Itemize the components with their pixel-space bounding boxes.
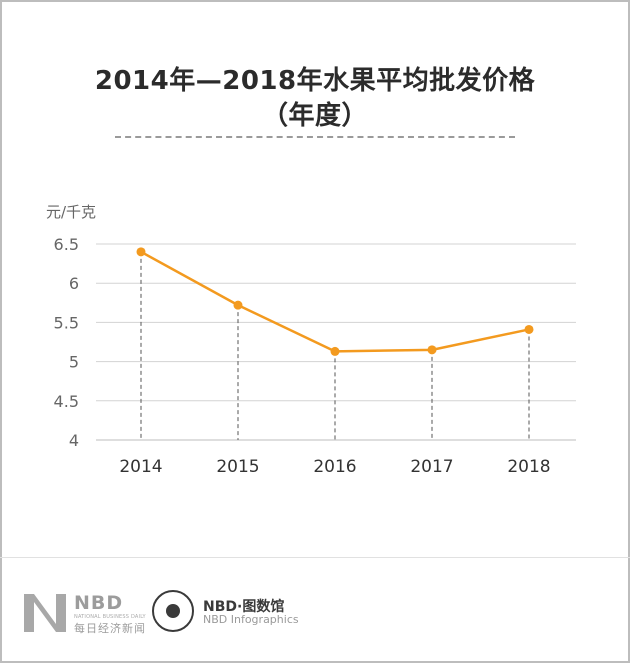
title-divider	[115, 136, 515, 138]
series-line	[140, 250, 530, 353]
nbd-infographics-logo-icon	[152, 590, 194, 632]
footer-divider	[0, 557, 630, 558]
data-point	[330, 346, 340, 356]
chart-subtitle: （年度）	[261, 101, 368, 131]
x-tick-label: 2017	[410, 457, 453, 477]
nbd-brand: NBD	[74, 592, 124, 614]
chart-title: 2014年—2018年水果平均批发价格	[94, 66, 536, 96]
y-tick-label: 5.5	[54, 313, 79, 332]
data-point	[524, 324, 534, 334]
data-point	[427, 345, 437, 355]
y-tick-label: 4.5	[54, 392, 79, 411]
y-tick-labels: 4 4.5 5 5.5 6 6.5	[54, 235, 79, 450]
x-tick-label: 2016	[313, 457, 356, 477]
y-tick-label: 4	[69, 431, 79, 450]
data-point	[136, 247, 146, 257]
y-axis-unit-label: 元/千克	[46, 203, 97, 221]
y-tick-label: 6	[69, 274, 79, 293]
nbd-logo-icon	[24, 594, 66, 632]
x-tick-label: 2014	[119, 457, 162, 477]
x-tick-labels: 2014 2015 2016 2017 2018	[119, 457, 550, 477]
x-tick-label: 2018	[507, 457, 550, 477]
y-tick-label: 6.5	[54, 235, 79, 254]
y-tick-label: 5	[69, 353, 79, 372]
nbd-brand-chinese: 每日经济新闻	[74, 622, 146, 635]
drop-lines	[140, 251, 530, 440]
x-tick-label: 2015	[216, 457, 259, 477]
data-points	[136, 247, 534, 356]
infographics-title: NBD·图数馆	[203, 599, 285, 615]
data-point	[233, 300, 243, 310]
infographics-subtitle: NBD Infographics	[203, 613, 299, 626]
nbd-brand-subtitle: NATIONAL BUSINESS DAILY	[74, 614, 146, 620]
gridlines	[96, 243, 576, 441]
